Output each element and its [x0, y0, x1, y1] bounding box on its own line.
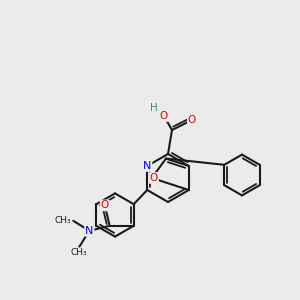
Text: O: O — [188, 115, 196, 125]
Text: H: H — [150, 103, 158, 113]
Text: CH₃: CH₃ — [71, 248, 88, 257]
Text: CH₃: CH₃ — [55, 216, 71, 225]
Text: N: N — [85, 226, 94, 236]
Text: O: O — [150, 173, 158, 183]
Text: O: O — [100, 200, 109, 210]
Text: N: N — [143, 161, 152, 171]
Text: O: O — [160, 111, 168, 121]
